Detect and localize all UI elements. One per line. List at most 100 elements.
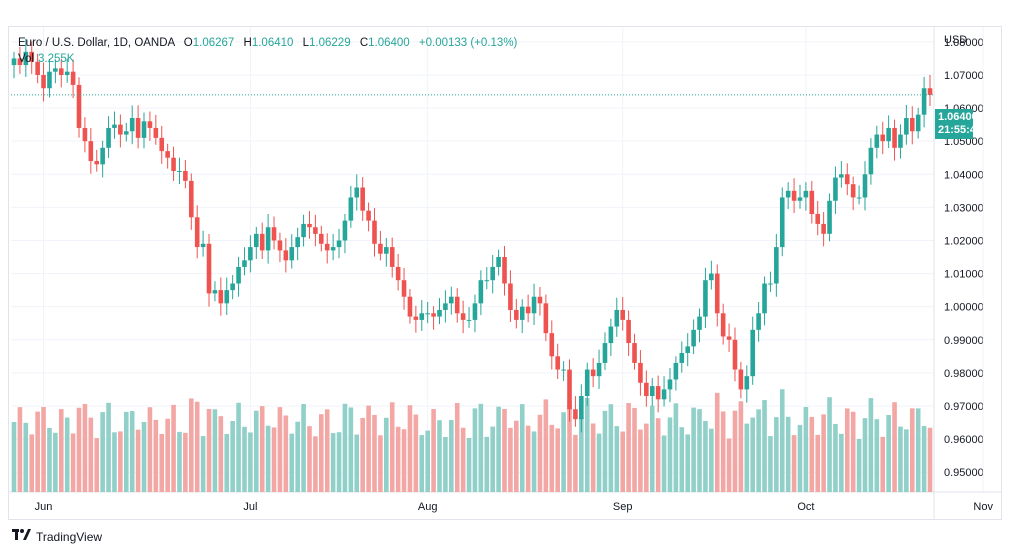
candle-body <box>508 283 513 310</box>
candle-body <box>206 243 212 294</box>
volume-bar <box>17 407 23 492</box>
volume-bar <box>454 403 460 492</box>
candle-body <box>543 303 549 334</box>
y-tick-label: 0.96000 <box>944 434 984 446</box>
candle-body <box>502 257 507 284</box>
volume-bar <box>47 427 52 492</box>
candle-body <box>431 313 436 317</box>
candle-body <box>590 369 596 377</box>
close-value: 1.06400 <box>368 37 410 49</box>
candle-body <box>655 386 661 400</box>
candle-body <box>555 356 560 370</box>
candle-body <box>283 250 289 261</box>
candle-body <box>64 71 70 75</box>
volume-bar <box>844 408 850 492</box>
candle-body <box>850 184 856 198</box>
candle-body <box>324 243 330 251</box>
volume-bar <box>177 431 182 492</box>
volume-bar <box>265 425 271 492</box>
volume-bar <box>596 433 602 492</box>
candle-body <box>53 68 58 72</box>
x-tick-label: Oct <box>797 501 814 513</box>
open-label: O <box>183 37 193 49</box>
candle-body <box>525 306 531 314</box>
candle-body <box>649 386 655 397</box>
volume-bar <box>460 427 466 492</box>
candle-body <box>915 114 921 132</box>
candle-body <box>242 260 247 267</box>
candle-body <box>697 316 702 330</box>
volume-bar <box>720 411 726 492</box>
candle-body <box>626 319 631 344</box>
volume-bar <box>909 408 915 492</box>
volume-bar <box>466 437 472 492</box>
volume-bar <box>336 432 342 492</box>
symbol-title[interactable]: Euro / U.S. Dollar, 1D, OANDA <box>18 37 175 49</box>
candle-body <box>874 134 880 148</box>
candle-body <box>141 121 147 138</box>
candle-body <box>212 290 218 294</box>
candle-body <box>638 362 643 383</box>
candle-body <box>194 217 200 248</box>
volume-bar <box>188 398 194 492</box>
y-tick-label: 0.95000 <box>944 467 984 479</box>
candle-body <box>372 220 377 244</box>
candle-body <box>360 187 365 211</box>
volume-bar <box>183 432 188 492</box>
volume-bar <box>200 436 206 492</box>
candle-body <box>703 280 708 317</box>
x-tick-label: Aug <box>418 501 438 513</box>
candle-body <box>774 247 779 284</box>
volume-bar <box>348 407 354 492</box>
candle-body <box>289 247 295 261</box>
candle-body <box>17 58 23 66</box>
volume-legend: Vol 3.255K <box>18 51 74 67</box>
candle-body <box>744 376 750 390</box>
volume-bar <box>714 392 720 492</box>
candle-body <box>159 137 165 152</box>
candle-body <box>218 290 224 304</box>
volume-bar <box>827 397 832 492</box>
volume-bar <box>496 406 501 492</box>
volume-bar <box>543 399 549 492</box>
volume-bar <box>626 403 631 492</box>
candle-body <box>514 309 519 320</box>
volume-bar <box>253 410 259 492</box>
volume-bar <box>194 401 200 492</box>
candle-body <box>342 220 348 241</box>
high-label: H <box>243 37 252 49</box>
volume-bar <box>833 423 838 492</box>
candle-body <box>561 369 566 371</box>
candle-body <box>691 329 696 347</box>
candle-body <box>827 200 832 234</box>
volume-bar <box>11 422 17 492</box>
volume-bar <box>224 433 230 492</box>
candle-body <box>271 227 277 241</box>
volume-bar <box>484 436 490 492</box>
volume-bar <box>301 404 306 492</box>
volume-bar <box>632 407 637 492</box>
volume-bar <box>892 402 897 492</box>
volume-bar <box>803 407 809 492</box>
candle-body <box>236 266 241 284</box>
volume-bar <box>508 427 513 492</box>
volume-bar <box>324 409 330 492</box>
currency-label[interactable]: USD <box>944 34 968 46</box>
y-tick-label: 0.99000 <box>944 335 984 347</box>
candle-body <box>295 237 300 248</box>
volume-bar <box>419 435 425 492</box>
volume-bar <box>531 431 537 492</box>
footer-branding[interactable]: TradingView <box>12 529 102 544</box>
volume-bar <box>271 427 277 492</box>
volume-bar <box>354 434 360 492</box>
y-tick-label: 1.04000 <box>944 169 984 181</box>
candle-body <box>679 352 685 363</box>
candle-body <box>768 283 773 285</box>
candle-body <box>726 336 732 340</box>
candle-body <box>667 379 673 390</box>
volume-bar <box>141 421 147 492</box>
volume-bar <box>378 435 383 492</box>
volume-bar <box>685 434 691 492</box>
candle-body <box>153 127 159 138</box>
